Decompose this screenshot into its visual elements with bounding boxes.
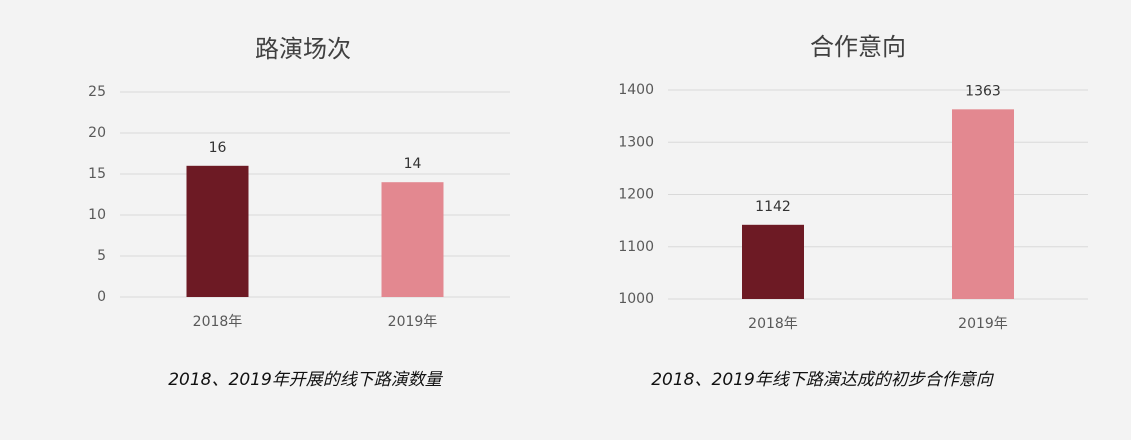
y-tick-label: 1300 [618,134,654,150]
bar [742,224,804,299]
value-label: 1363 [965,83,1001,99]
bar [186,165,249,297]
x-tick-label: 2018年 [748,316,798,332]
x-tick-label: 2018年 [193,314,243,330]
bar [381,182,444,297]
chart-caption: 2018、2019年开展的线下路演数量 [168,370,444,390]
bar [952,109,1014,300]
y-tick-label: 5 [97,248,106,264]
value-label: 14 [404,156,422,172]
y-tick-label: 20 [88,125,106,141]
chart-title: 路演场次 [255,35,351,63]
y-tick-label: 25 [88,84,106,100]
x-tick-label: 2019年 [958,316,1008,332]
y-tick-label: 10 [88,207,106,223]
y-tick-label: 0 [97,289,106,305]
y-tick-label: 1400 [618,82,654,98]
chart-title: 合作意向 [810,33,906,61]
y-tick-label: 1000 [618,291,654,307]
value-label: 1142 [755,199,791,215]
value-label: 16 [209,140,227,156]
x-tick-label: 2019年 [388,314,438,330]
y-tick-label: 1100 [618,239,654,255]
chart-caption: 2018、2019年线下路演达成的初步合作意向 [651,370,995,390]
y-tick-label: 1200 [618,187,654,203]
y-tick-label: 15 [88,166,106,182]
